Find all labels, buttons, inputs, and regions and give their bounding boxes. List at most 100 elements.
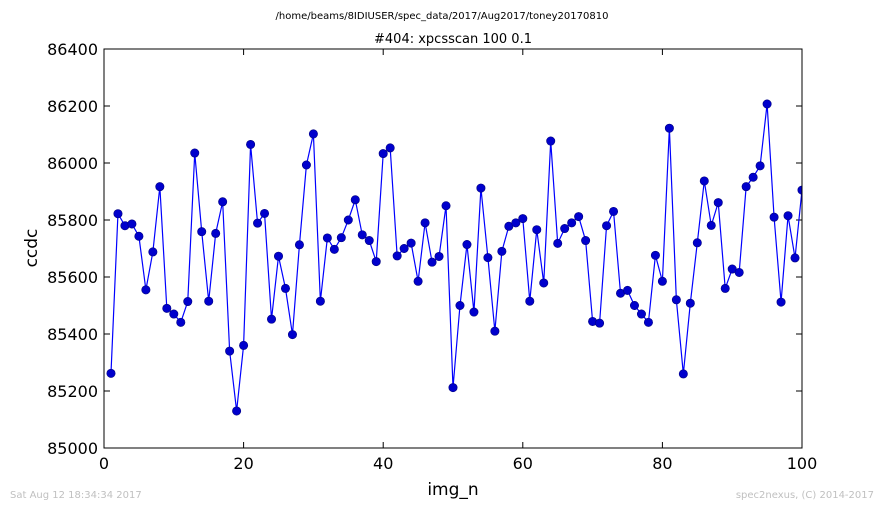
data-point (190, 148, 200, 158)
data-point (483, 253, 493, 263)
data-point (706, 220, 716, 230)
data-point (211, 228, 221, 238)
data-point (734, 267, 744, 277)
data-point (204, 296, 214, 306)
x-tick-label: 80 (652, 454, 672, 473)
data-point (155, 182, 165, 192)
data-point (280, 283, 290, 293)
data-point (525, 296, 535, 306)
data-point (273, 251, 283, 261)
data-point (357, 230, 367, 240)
data-point (176, 317, 186, 327)
data-point (434, 251, 444, 261)
axes-frame (103, 48, 803, 449)
data-point (218, 197, 228, 207)
y-tick-label: 86400 (47, 40, 98, 59)
data-point (539, 278, 549, 288)
figure-suptitle: /home/beams/8IDIUSER/spec_data/2017/Aug2… (276, 11, 609, 22)
x-tick-label: 100 (787, 454, 818, 473)
data-point (720, 283, 730, 293)
data-point (343, 215, 353, 225)
data-point (378, 149, 388, 159)
data-point (497, 246, 507, 256)
data-point (643, 317, 653, 327)
data-point (413, 276, 423, 286)
data-point (762, 99, 772, 109)
data-point (581, 236, 591, 246)
data-point (790, 253, 800, 263)
data-point (636, 309, 646, 319)
data-point (678, 369, 688, 379)
data-series-group (106, 99, 802, 416)
data-point (399, 244, 409, 254)
y-tick-label: 85400 (47, 325, 98, 344)
data-point (371, 257, 381, 267)
data-point (350, 195, 360, 205)
data-point (692, 238, 702, 248)
data-point (546, 136, 556, 146)
data-point (671, 295, 681, 305)
data-point (448, 383, 458, 393)
data-point (267, 314, 277, 324)
y-tick-label: 86200 (47, 97, 98, 116)
data-point (476, 183, 486, 193)
data-point (113, 209, 123, 219)
data-point (664, 123, 674, 133)
data-point (427, 257, 437, 267)
data-point (560, 224, 570, 234)
data-point (253, 218, 263, 228)
data-point (650, 250, 660, 260)
footer-timestamp: Sat Aug 12 18:34:34 2017 (10, 490, 142, 501)
data-point (602, 221, 612, 231)
y-tick-label: 86000 (47, 154, 98, 173)
data-point (574, 212, 584, 222)
data-point (420, 218, 430, 228)
data-point (748, 172, 758, 182)
series-line (110, 103, 802, 412)
x-axis-label: img_n (427, 480, 478, 500)
data-point (441, 201, 451, 211)
data-point (246, 139, 256, 149)
data-point (769, 212, 779, 222)
data-point (511, 218, 521, 228)
data-point (308, 129, 318, 139)
data-point (783, 211, 793, 221)
x-tick-label: 20 (233, 454, 253, 473)
data-point (260, 208, 270, 218)
y-axis-label: ccdc (22, 229, 42, 268)
data-point (239, 340, 249, 350)
data-point (455, 300, 465, 310)
data-point (162, 303, 172, 313)
data-point (141, 285, 151, 295)
data-point (741, 182, 751, 192)
data-point (595, 318, 605, 328)
data-point (532, 225, 542, 235)
data-point (322, 233, 332, 243)
data-point (713, 198, 723, 208)
data-point (567, 218, 577, 228)
data-point (518, 214, 528, 224)
data-point (106, 368, 116, 378)
data-point (197, 227, 207, 237)
y-tick-label: 85600 (47, 268, 98, 287)
data-point (134, 231, 144, 241)
data-point (301, 160, 311, 170)
data-point (622, 285, 632, 295)
y-tick-label: 85000 (47, 439, 98, 458)
x-tick-label: 0 (99, 454, 109, 473)
data-point (490, 326, 500, 336)
footer-credit: spec2nexus, (C) 2014-2017 (736, 490, 874, 501)
data-point (183, 297, 193, 307)
data-point (148, 247, 158, 257)
data-point (755, 161, 765, 171)
data-point (287, 330, 297, 340)
data-point (329, 244, 339, 254)
data-point (392, 251, 402, 261)
data-point (336, 233, 346, 243)
plot-area: 0 20 40 60 80 100 85000 85200 85400 85600 85800 860… (47, 40, 817, 473)
x-tick-label: 60 (513, 454, 533, 473)
data-point (685, 298, 695, 308)
x-tick-label: 40 (373, 454, 393, 473)
data-point (462, 240, 472, 250)
